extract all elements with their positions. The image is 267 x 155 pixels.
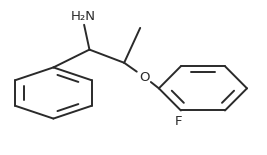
Text: F: F — [174, 115, 182, 128]
Text: O: O — [139, 71, 150, 84]
Text: H₂N: H₂N — [70, 10, 95, 23]
